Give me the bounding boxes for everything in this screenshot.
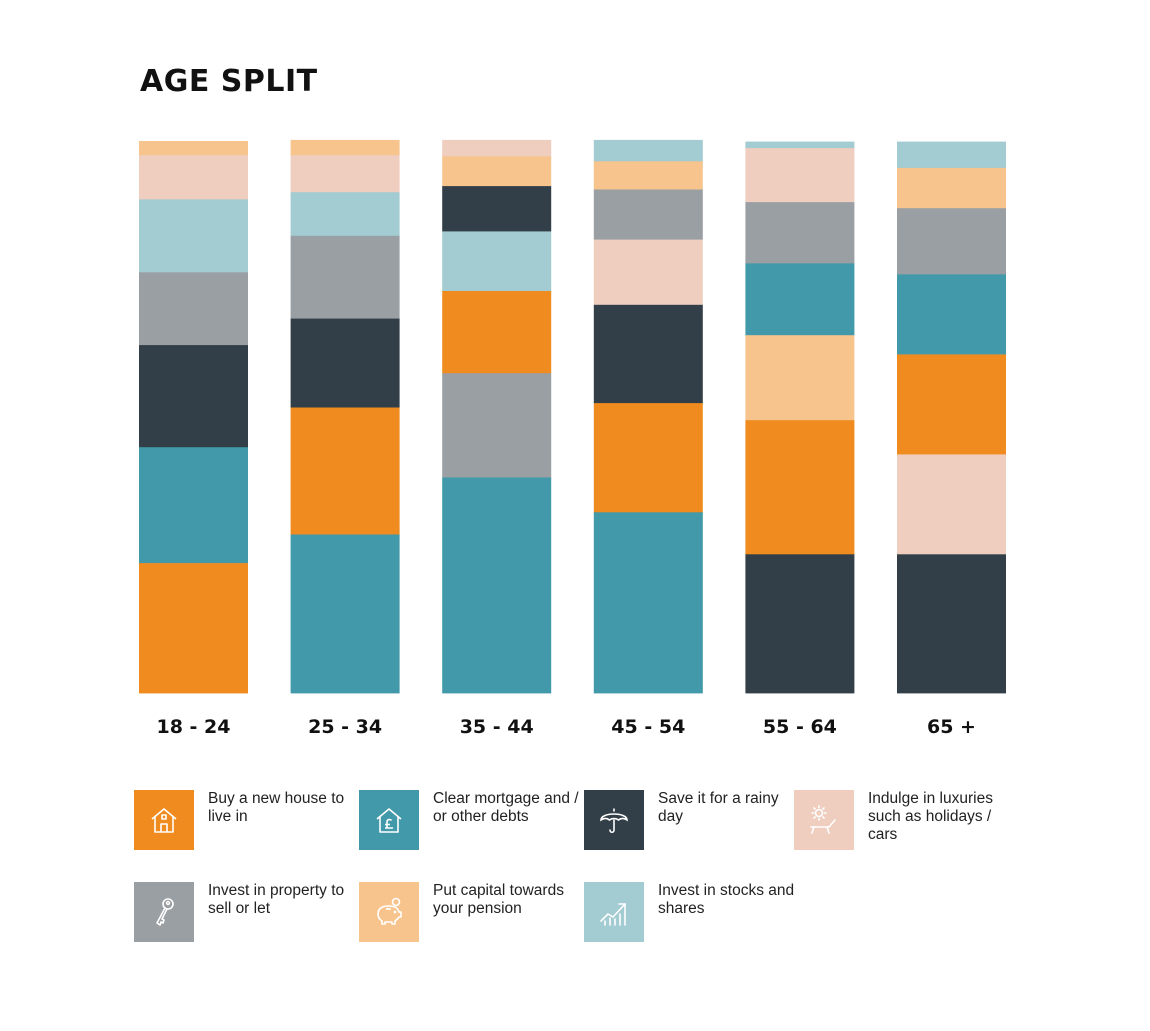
bar-segment-orange bbox=[442, 290, 552, 374]
bar-segment-peach bbox=[290, 154, 400, 193]
bar-segment-teal bbox=[897, 274, 1006, 355]
legend-item-pension: Put capital towards your pension bbox=[359, 882, 589, 944]
category-label: 35 - 44 bbox=[460, 716, 534, 738]
key-icon bbox=[156, 898, 174, 926]
bar-segment-dark bbox=[290, 318, 400, 408]
bar-segment-teal bbox=[139, 446, 248, 564]
legend-item-save-rainy-day: Save it for a rainy day bbox=[584, 790, 814, 852]
legend-item-buy-house: Buy a new house to live in bbox=[134, 790, 364, 852]
bar-segment-light-blue bbox=[442, 231, 552, 291]
bar-segment-orange bbox=[593, 402, 703, 513]
bar-segment-light-orange bbox=[897, 167, 1006, 209]
legend-item-indulge: Indulge in luxuries such as holidays / c… bbox=[794, 790, 1024, 852]
bar-segment-light-blue bbox=[897, 141, 1006, 168]
bar-segment-light-blue bbox=[745, 141, 855, 149]
legend-label: Put capital towards your pension bbox=[433, 882, 564, 917]
bar-segment-dark bbox=[745, 553, 855, 694]
bar-segment-dark bbox=[139, 344, 248, 448]
growth-chart-icon bbox=[600, 903, 626, 926]
bar-segment-peach bbox=[897, 454, 1006, 555]
bar-segment-grey bbox=[139, 271, 248, 346]
category-label: 18 - 24 bbox=[157, 716, 231, 738]
sun-lounger-icon bbox=[810, 805, 836, 834]
house-icon bbox=[151, 808, 177, 833]
legend-label: Indulge in luxuries such as holidays / c… bbox=[868, 790, 993, 843]
legend-item-stocks: Invest in stocks and shares bbox=[584, 882, 814, 944]
legend-swatch bbox=[584, 882, 644, 942]
bar-segment-orange bbox=[290, 407, 400, 535]
bar-segment-light-orange bbox=[139, 141, 248, 156]
legend-swatch bbox=[359, 882, 419, 942]
category-label: 45 - 54 bbox=[611, 716, 685, 738]
legend-label: Invest in stocks and shares bbox=[658, 882, 795, 917]
bar-segment-dark bbox=[442, 185, 552, 232]
legend-label: Invest in property to sell or let bbox=[208, 882, 345, 917]
category-label: 25 - 34 bbox=[308, 716, 382, 738]
bar-segment-peach bbox=[442, 139, 552, 157]
legend-item-clear-mortgage: Clear mortgage and / or other debts bbox=[359, 790, 589, 852]
bar-segment-orange bbox=[139, 562, 248, 694]
bar-segment-light-orange bbox=[290, 139, 400, 156]
chart-title: AGE SPLIT bbox=[140, 64, 318, 99]
bar-segment-dark bbox=[593, 304, 703, 404]
stacked-bar-chart: 18 - 24 25 - 34 35 - 44 45 - 54 55 - 64 65 + bbox=[139, 139, 1006, 738]
bar-segment-light-orange bbox=[442, 155, 552, 187]
umbrella-icon bbox=[600, 808, 628, 834]
bar-segment-light-blue bbox=[290, 191, 400, 236]
legend-swatch bbox=[359, 790, 419, 850]
bar-segment-peach bbox=[139, 154, 248, 200]
legend-item-invest-property: Invest in property to sell or let bbox=[134, 882, 364, 944]
bar-segment-light-blue bbox=[139, 199, 248, 273]
bar-segment-grey bbox=[745, 201, 855, 264]
legend-label: Buy a new house to live in bbox=[208, 790, 345, 825]
bar-segment-grey bbox=[593, 189, 703, 240]
bars-group bbox=[139, 139, 1006, 694]
bar-segment-orange bbox=[745, 419, 855, 555]
bar-segment-peach bbox=[593, 239, 703, 305]
house-pound-icon bbox=[376, 808, 402, 833]
bar-segment-peach bbox=[745, 147, 855, 203]
bar-segment-light-orange bbox=[593, 160, 703, 190]
bar-segment-teal bbox=[442, 477, 552, 694]
bar-segment-teal bbox=[290, 534, 400, 694]
legend-swatch bbox=[584, 790, 644, 850]
legend-swatch bbox=[134, 882, 194, 942]
bar-segment-grey bbox=[290, 235, 400, 319]
bar-segment-light-orange bbox=[745, 334, 855, 421]
bar-segment-teal bbox=[593, 511, 703, 694]
legend-swatch bbox=[794, 790, 854, 850]
bar-segment-light-blue bbox=[593, 139, 703, 162]
category-label: 65 + bbox=[927, 716, 976, 738]
category-label: 55 - 64 bbox=[763, 716, 837, 738]
bar-segment-grey bbox=[897, 207, 1006, 275]
legend-label: Clear mortgage and / or other debts bbox=[433, 790, 579, 825]
category-labels-group: 18 - 24 25 - 34 35 - 44 45 - 54 55 - 64 65 + bbox=[157, 716, 976, 738]
bar-segment-teal bbox=[745, 263, 855, 336]
bar-segment-dark bbox=[897, 553, 1006, 694]
bar-segment-grey bbox=[442, 372, 552, 478]
bar-segment-orange bbox=[897, 354, 1006, 455]
piggy-bank-icon bbox=[377, 897, 402, 925]
legend-swatch bbox=[134, 790, 194, 850]
legend-label: Save it for a rainy day bbox=[658, 790, 779, 825]
